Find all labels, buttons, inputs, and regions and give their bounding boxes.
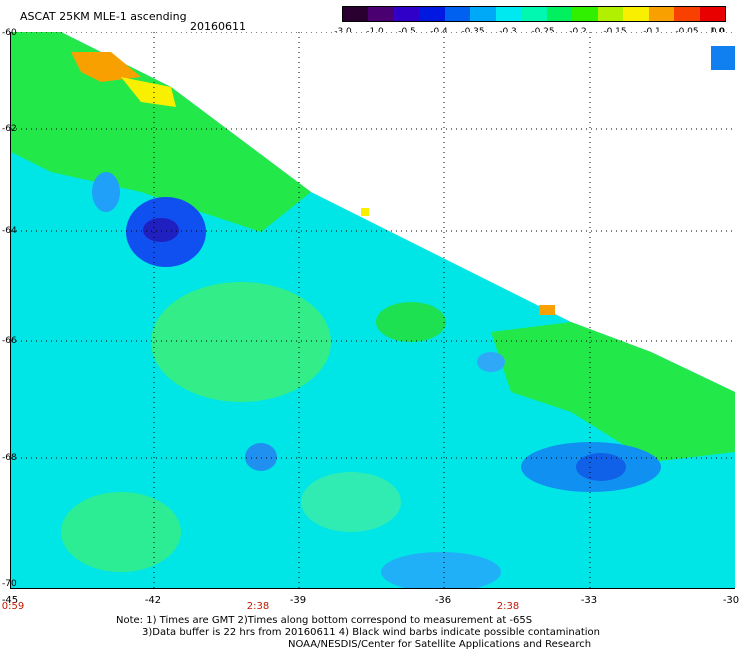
- blue-patch: [92, 172, 120, 212]
- colorbar-swatch: [699, 7, 726, 21]
- colorbar-swatch: [495, 7, 522, 21]
- colorbar-swatch: [546, 7, 573, 21]
- note-line-3: NOAA/NESDIS/Center for Satellite Applica…: [288, 639, 592, 650]
- green-patch: [61, 492, 181, 572]
- colorbar-swatch: [470, 7, 496, 21]
- note-line-1: Note: 1) Times are GMT 2)Times along bot…: [116, 615, 533, 626]
- colorbar-swatch: [623, 7, 649, 21]
- data-field: [11, 32, 735, 588]
- yellow-patch: [121, 77, 176, 107]
- lat-label: -60: [2, 28, 17, 38]
- blue-patch: [245, 443, 277, 471]
- lat-label: -70: [2, 579, 17, 589]
- orange-patch: [71, 52, 141, 82]
- time-label: 0:59: [1, 601, 25, 612]
- blue-patch: [381, 552, 501, 588]
- lon-label: -33: [580, 595, 598, 606]
- green-patch: [11, 32, 311, 232]
- blue-patch: [711, 46, 735, 70]
- green-patch: [491, 322, 735, 462]
- orange-patch: [539, 305, 555, 315]
- note-line-2: 3)Data buffer is 22 hrs from 20160611 4)…: [142, 627, 600, 638]
- time-label: 2:38: [246, 601, 270, 612]
- colorbar-swatch: [572, 7, 598, 21]
- time-label: 2:38: [496, 601, 520, 612]
- colorbar-swatch: [597, 7, 624, 21]
- colorbar-swatch: [343, 7, 369, 21]
- colorbar-swatch: [444, 7, 471, 21]
- lon-label: -42: [144, 595, 162, 606]
- lat-label: -64: [2, 226, 17, 236]
- lon-label: -36: [434, 595, 452, 606]
- map-panel: [10, 32, 735, 589]
- green-patch: [301, 472, 401, 532]
- colorbar-swatch: [648, 7, 675, 21]
- blue-patch: [143, 218, 179, 242]
- blue-patch: [576, 453, 626, 481]
- lon-label: -45: [1, 595, 19, 606]
- green-patch: [151, 282, 331, 402]
- green-patch: [376, 302, 446, 342]
- lat-label: -62: [2, 124, 17, 134]
- chart-date: 20160611: [190, 20, 246, 33]
- colorbar-swatch: [393, 7, 420, 21]
- colorbar-swatch: [419, 7, 445, 21]
- colorbar-swatch: [674, 7, 700, 21]
- lon-label: -39: [289, 595, 307, 606]
- map-plot: [11, 32, 735, 588]
- grid-lines: [11, 32, 735, 588]
- blue-patch: [477, 352, 505, 372]
- yellow-patch: [361, 208, 369, 216]
- colorbar-swatch: [521, 7, 547, 21]
- chart-title: ASCAT 25KM MLE-1 ascending: [20, 10, 187, 23]
- colorbar-swatch: [368, 7, 394, 21]
- colorbar: [342, 6, 726, 22]
- lat-label: -68: [2, 453, 17, 463]
- lat-label: -66: [2, 336, 17, 346]
- lon-label: -30: [722, 595, 740, 606]
